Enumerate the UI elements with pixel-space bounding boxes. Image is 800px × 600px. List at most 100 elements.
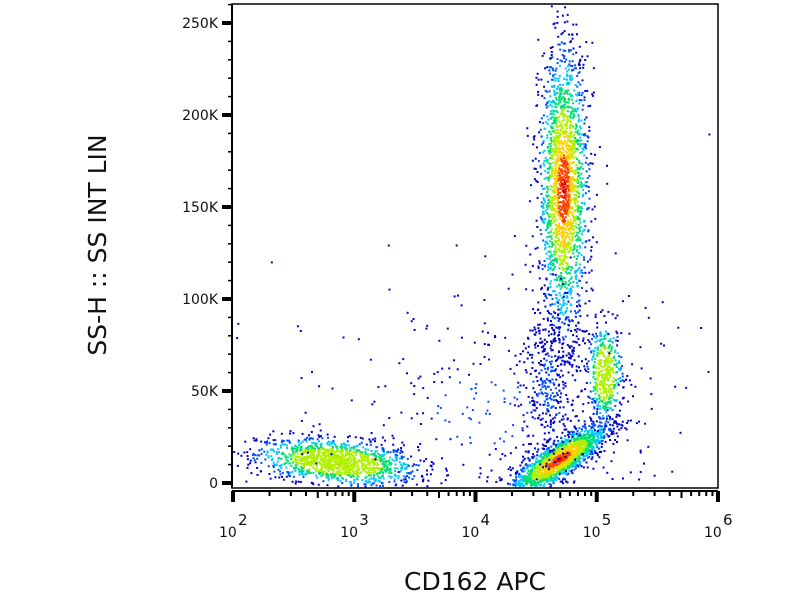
data-point (570, 121, 572, 124)
data-point (561, 359, 564, 362)
data-point (558, 337, 561, 340)
data-point (547, 176, 550, 179)
data-point (383, 457, 386, 460)
data-point (617, 414, 620, 417)
data-point (557, 85, 560, 88)
data-point (605, 389, 608, 392)
data-point (569, 228, 572, 231)
data-point (589, 433, 592, 436)
data-point (325, 473, 328, 475)
data-point (542, 202, 545, 205)
data-point (564, 335, 567, 338)
data-point (271, 458, 274, 461)
data-point (571, 348, 574, 351)
data-point (549, 478, 552, 480)
data-point (576, 248, 579, 251)
data-point (360, 441, 363, 444)
data-point (329, 457, 332, 460)
data-point (571, 182, 574, 185)
data-point (562, 162, 565, 165)
data-point (567, 267, 570, 270)
data-point (551, 168, 554, 171)
data-point (329, 462, 332, 465)
data-point (380, 443, 383, 446)
data-point (569, 310, 572, 313)
data-point (568, 63, 571, 66)
data-point (339, 462, 342, 465)
data-point (383, 453, 386, 456)
data-point (585, 330, 588, 332)
data-point (595, 413, 598, 416)
data-point (570, 434, 573, 436)
data-point (551, 67, 554, 70)
data-point (548, 100, 551, 103)
data-point (541, 474, 544, 477)
data-point (578, 91, 581, 94)
data-point (536, 308, 539, 311)
data-point (550, 228, 553, 231)
data-point (585, 147, 588, 150)
data-point (562, 186, 565, 189)
data-point (584, 133, 587, 136)
data-point (583, 256, 585, 259)
data-point (609, 417, 612, 420)
data-point (575, 147, 578, 150)
data-point (558, 150, 561, 153)
data-point (316, 476, 319, 479)
data-point (553, 174, 556, 177)
data-point (568, 149, 571, 152)
data-point (554, 224, 557, 227)
data-point (541, 443, 544, 446)
data-point (360, 458, 363, 461)
data-point (541, 95, 544, 97)
data-point (565, 91, 568, 94)
data-point (567, 139, 570, 142)
data-point (312, 471, 315, 474)
data-point (546, 66, 549, 69)
data-point (629, 419, 632, 422)
data-point (300, 442, 303, 445)
data-point (589, 104, 592, 107)
data-point (566, 70, 568, 73)
data-point (558, 454, 561, 457)
data-point (605, 425, 608, 428)
data-point (556, 455, 559, 458)
data-point (561, 227, 564, 230)
data-point (526, 472, 529, 475)
data-point (550, 261, 553, 264)
data-point (566, 74, 568, 77)
data-point (556, 21, 559, 24)
data-point (564, 444, 567, 447)
data-point (557, 448, 560, 451)
data-point (574, 275, 577, 278)
data-point (533, 469, 536, 471)
data-point (567, 318, 570, 321)
data-point (369, 474, 372, 477)
data-point (549, 282, 552, 285)
data-point (562, 116, 565, 119)
data-point (555, 67, 558, 70)
data-point (289, 432, 291, 435)
data-point (300, 448, 303, 451)
data-point (549, 460, 552, 463)
data-point (584, 143, 587, 146)
data-point (605, 401, 608, 404)
data-point (604, 383, 607, 386)
data-point (357, 464, 359, 467)
data-point (405, 472, 408, 474)
data-point (281, 439, 284, 442)
data-point (342, 454, 345, 457)
data-point (558, 151, 561, 154)
data-point (626, 422, 629, 424)
data-point (521, 483, 524, 485)
data-point (541, 205, 544, 208)
data-point (338, 466, 340, 469)
data-point (593, 361, 596, 363)
data-point (543, 97, 546, 100)
data-point (264, 441, 267, 444)
data-point (267, 455, 270, 458)
data-point (569, 41, 572, 43)
data-point (573, 161, 576, 164)
data-point (246, 458, 249, 461)
data-point (551, 462, 554, 465)
